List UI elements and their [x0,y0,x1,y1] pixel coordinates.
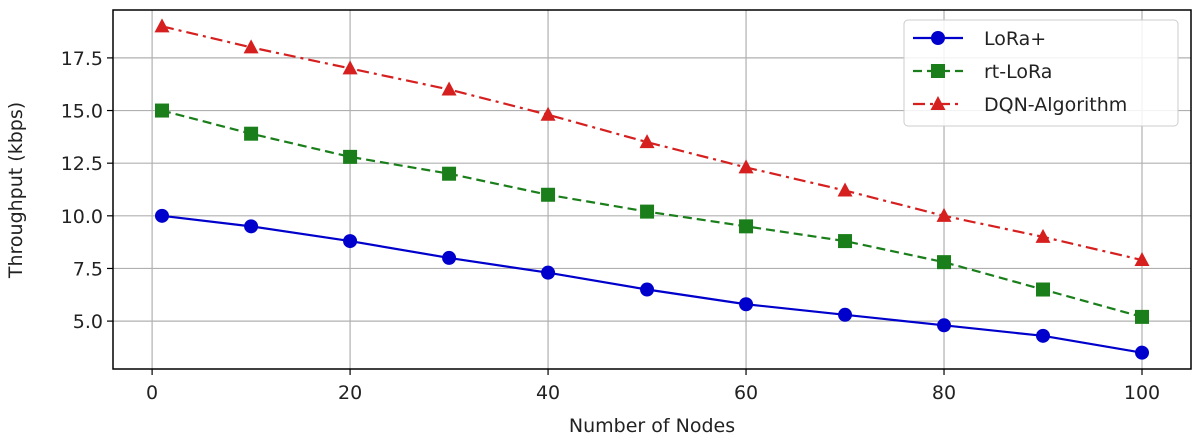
data-point [1135,309,1149,324]
data-point [244,126,259,141]
data-point [1036,328,1051,343]
data-point [838,307,853,322]
y-tick-label: 10.0 [61,206,103,228]
data-point [739,219,754,234]
plot-frame [112,9,1192,370]
y-tick-label: 7.5 [73,258,103,280]
x-tick-label: 80 [932,382,956,404]
data-point [738,159,754,174]
x-axis-label: Number of Nodes [569,415,735,437]
data-point [540,106,556,121]
series-rt-lora [155,103,1149,324]
legend-label: DQN-Algorithm [984,94,1127,116]
data-point [936,207,952,222]
axis-ticks: 0 20 40 60 80 100 5.0 7.5 10.0 12.5 15.0 17.5 [61,48,1160,404]
y-tick-label: 5.0 [73,311,103,333]
x-tick-label: 60 [734,382,758,404]
legend-label: rt-LoRa [984,61,1052,83]
series-dqn-algorithm [154,18,1150,267]
legend-marker [930,96,946,110]
data-point [154,18,170,33]
legend-marker [931,64,945,78]
data-point [937,318,952,333]
data-point [739,297,754,312]
data-point [343,234,358,249]
legend-marker [931,31,945,45]
data-point [837,182,853,197]
series-line [161,214,1143,354]
data-point [441,81,457,96]
legend-box [903,19,1179,127]
x-tick-label: 0 [146,382,158,404]
series-layer [154,18,1150,360]
data-point [1134,252,1150,267]
data-point [155,208,169,223]
data-point [343,149,358,164]
series-line [161,25,1143,262]
data-point [442,250,457,265]
data-point [639,134,655,149]
data-point [1035,228,1051,243]
legend: LoRa+ rt-LoRa DQN-Algorithm [903,19,1179,127]
data-point [640,204,655,219]
x-tick-label: 40 [536,382,560,404]
data-point [541,265,556,280]
data-point [640,282,655,297]
data-point [1036,282,1051,297]
legend-label: LoRa+ [984,28,1046,50]
data-point [442,166,457,181]
x-tick-label: 100 [1124,382,1160,404]
y-tick-label: 12.5 [61,153,103,175]
x-tick-label: 20 [338,382,362,404]
y-tick-label: 17.5 [61,48,103,70]
data-point [155,103,169,118]
data-point [1135,345,1149,360]
y-tick-label: 15.0 [61,101,103,123]
data-point [342,60,358,75]
data-point [244,219,259,234]
data-point [243,39,259,54]
data-point [541,187,556,202]
y-axis-label: Throughput (kbps) [5,102,27,279]
series-lora- [155,208,1149,360]
data-point [937,255,952,270]
data-point [838,234,853,249]
